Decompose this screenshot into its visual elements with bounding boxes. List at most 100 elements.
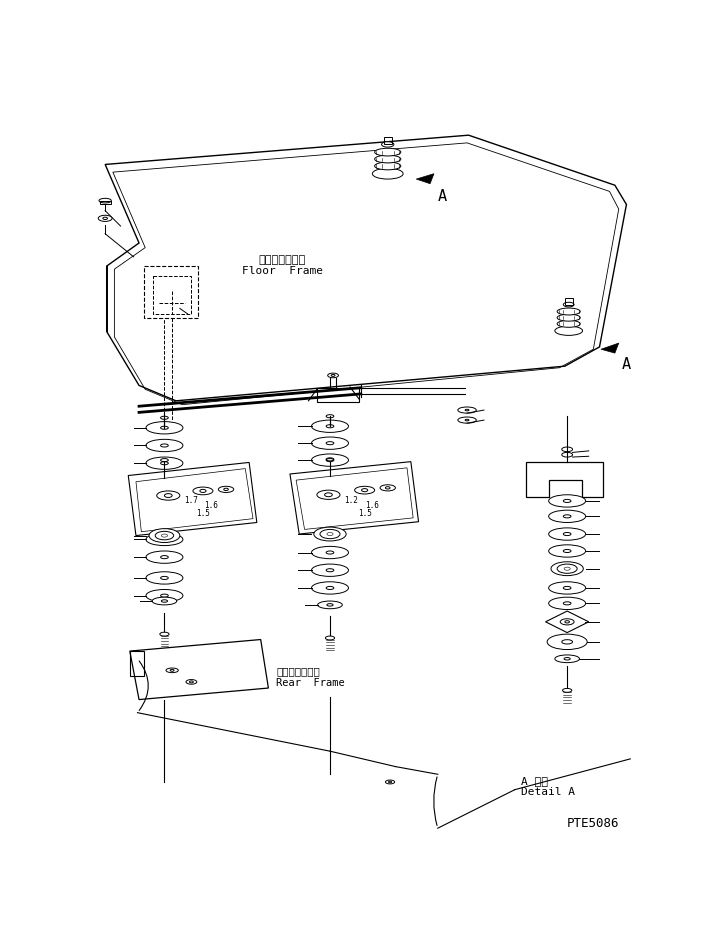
- Ellipse shape: [555, 655, 579, 662]
- Ellipse shape: [146, 439, 183, 452]
- Text: A: A: [438, 189, 447, 205]
- Polygon shape: [526, 462, 604, 497]
- Ellipse shape: [458, 407, 476, 413]
- Ellipse shape: [563, 587, 571, 589]
- Ellipse shape: [557, 308, 580, 315]
- Ellipse shape: [326, 459, 334, 461]
- Ellipse shape: [160, 594, 168, 597]
- Ellipse shape: [326, 587, 334, 589]
- Ellipse shape: [311, 564, 349, 576]
- Polygon shape: [416, 174, 434, 184]
- Bar: [130, 651, 144, 675]
- Ellipse shape: [155, 531, 174, 540]
- Ellipse shape: [146, 457, 183, 470]
- Ellipse shape: [458, 417, 476, 423]
- Ellipse shape: [160, 417, 168, 419]
- Ellipse shape: [382, 142, 394, 148]
- Ellipse shape: [326, 569, 334, 572]
- Ellipse shape: [160, 632, 169, 636]
- Text: Rear  Frame: Rear Frame: [276, 678, 345, 688]
- Ellipse shape: [557, 564, 577, 573]
- Ellipse shape: [328, 373, 339, 377]
- Ellipse shape: [563, 303, 574, 307]
- Bar: [317, 388, 359, 402]
- Ellipse shape: [160, 426, 168, 430]
- Ellipse shape: [563, 549, 571, 553]
- Ellipse shape: [563, 500, 571, 502]
- Ellipse shape: [314, 527, 346, 541]
- Ellipse shape: [465, 419, 469, 421]
- Text: A 詳細: A 詳細: [521, 776, 548, 785]
- Ellipse shape: [311, 582, 349, 594]
- Ellipse shape: [103, 218, 107, 219]
- Ellipse shape: [548, 495, 586, 507]
- Ellipse shape: [548, 528, 586, 540]
- Ellipse shape: [564, 658, 570, 660]
- Ellipse shape: [562, 640, 573, 644]
- Text: 1.2: 1.2: [344, 496, 359, 504]
- Ellipse shape: [547, 634, 587, 649]
- Ellipse shape: [563, 532, 571, 535]
- Ellipse shape: [563, 515, 571, 517]
- Ellipse shape: [548, 597, 586, 610]
- Ellipse shape: [562, 452, 573, 457]
- Ellipse shape: [311, 437, 349, 449]
- Ellipse shape: [160, 576, 168, 579]
- Ellipse shape: [326, 425, 334, 428]
- Text: フロアフレーム: フロアフレーム: [258, 255, 306, 264]
- Ellipse shape: [160, 444, 168, 447]
- Ellipse shape: [326, 442, 334, 445]
- Ellipse shape: [98, 215, 112, 221]
- Text: Floor  Frame: Floor Frame: [242, 266, 323, 276]
- Ellipse shape: [327, 603, 333, 606]
- Ellipse shape: [372, 168, 403, 179]
- Ellipse shape: [146, 572, 183, 584]
- Ellipse shape: [99, 198, 111, 203]
- Ellipse shape: [311, 454, 349, 466]
- Ellipse shape: [374, 155, 401, 163]
- Bar: [565, 298, 573, 304]
- Ellipse shape: [557, 320, 580, 327]
- Ellipse shape: [563, 601, 571, 605]
- Polygon shape: [290, 461, 419, 534]
- Text: 1.7: 1.7: [185, 496, 198, 504]
- Ellipse shape: [325, 636, 334, 640]
- Ellipse shape: [374, 149, 401, 156]
- Text: Detail A: Detail A: [521, 786, 575, 797]
- Ellipse shape: [326, 551, 334, 554]
- Ellipse shape: [326, 415, 334, 417]
- Text: 1.6: 1.6: [365, 501, 379, 510]
- Ellipse shape: [160, 556, 168, 559]
- Ellipse shape: [563, 688, 572, 692]
- Ellipse shape: [146, 551, 183, 563]
- Text: PTE5086: PTE5086: [567, 816, 619, 829]
- Text: 1.5: 1.5: [196, 509, 210, 517]
- Ellipse shape: [318, 601, 342, 609]
- Ellipse shape: [160, 538, 168, 541]
- Ellipse shape: [548, 545, 586, 558]
- Ellipse shape: [560, 618, 574, 625]
- Ellipse shape: [161, 600, 168, 602]
- Ellipse shape: [146, 589, 183, 601]
- Text: 1.6: 1.6: [204, 501, 218, 510]
- Ellipse shape: [465, 409, 469, 411]
- Ellipse shape: [548, 510, 586, 522]
- Ellipse shape: [160, 461, 168, 465]
- Ellipse shape: [311, 546, 349, 559]
- Ellipse shape: [311, 420, 349, 432]
- Polygon shape: [546, 611, 589, 632]
- Text: A: A: [622, 357, 631, 372]
- Ellipse shape: [152, 597, 177, 605]
- Ellipse shape: [548, 582, 586, 594]
- Polygon shape: [128, 462, 257, 535]
- Polygon shape: [130, 640, 268, 700]
- Text: リヤーフレーム: リヤーフレーム: [276, 667, 320, 676]
- Ellipse shape: [149, 529, 180, 543]
- Text: 1.5: 1.5: [358, 509, 372, 517]
- Polygon shape: [601, 343, 619, 353]
- Ellipse shape: [555, 326, 583, 335]
- Ellipse shape: [551, 561, 584, 575]
- Bar: [384, 137, 392, 145]
- Ellipse shape: [557, 314, 580, 321]
- Bar: [100, 201, 110, 205]
